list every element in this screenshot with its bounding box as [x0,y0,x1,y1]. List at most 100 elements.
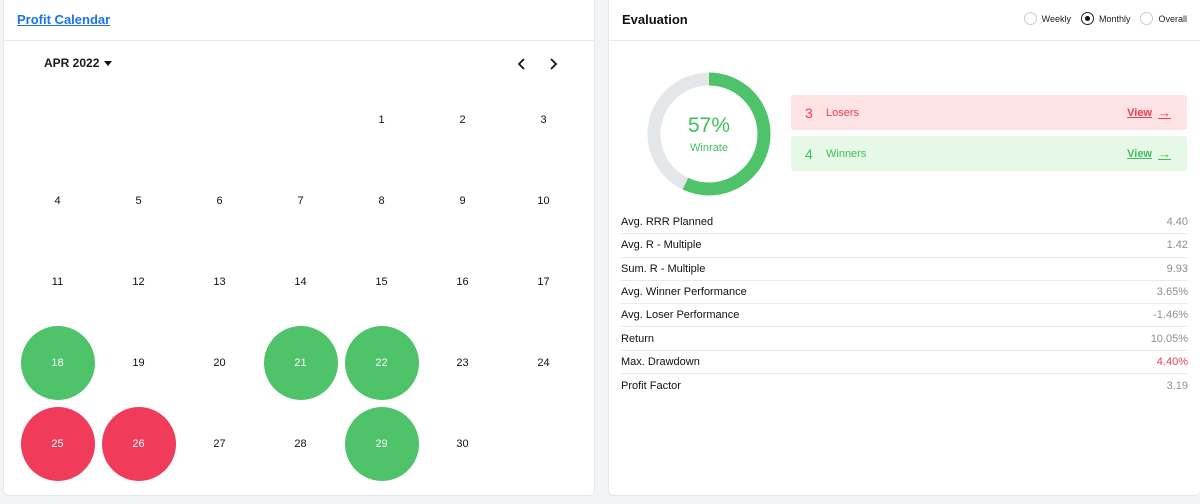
prev-month-button[interactable] [514,56,530,72]
day-number: 7 [297,194,304,207]
day-number: 21 [294,356,307,369]
calendar-day[interactable]: 22 [341,322,422,403]
period-radio-group: Weekly Monthly Overall [1023,12,1187,25]
calendar-day[interactable]: 8 [341,160,422,241]
calendar-day[interactable]: 16 [422,241,503,322]
day-number: 15 [375,275,388,288]
calendar-day[interactable]: 10 [503,160,584,241]
profit-day-marker: 18 [20,325,95,400]
calendar-day[interactable]: 9 [422,160,503,241]
period-overall-radio[interactable]: Overall [1140,12,1187,25]
metric-row: Max. Drawdown 4.40% [621,351,1188,375]
calendar-day[interactable]: 7 [260,160,341,241]
calendar-day[interactable]: 27 [179,403,260,484]
profit-day-marker: 21 [263,325,338,400]
metric-row: Profit Factor 3.19 [621,374,1188,397]
calendar-day[interactable]: 26 [98,403,179,484]
view-label: View [1127,147,1152,160]
calendar-day[interactable]: 28 [260,403,341,484]
day-number: 29 [375,437,388,450]
calendar-day[interactable]: 4 [17,160,98,241]
metrics-list: Avg. RRR Planned 4.40 Avg. R - Multiple 1.4… [621,211,1188,397]
calendar-day[interactable]: 20 [179,322,260,403]
winrate-center: 57% Winrate [645,70,773,198]
month-selector[interactable]: APR 2022 [44,56,113,70]
day-number: 2 [459,113,466,126]
calendar-day[interactable]: 13 [179,241,260,322]
losers-card: 3 Losers View → [791,95,1187,130]
calendar-day[interactable]: 1 [341,79,422,160]
calendar-day[interactable]: 5 [98,160,179,241]
calendar-day[interactable]: 17 [503,241,584,322]
day-number: 22 [375,356,388,369]
calendar-day[interactable]: 3 [503,79,584,160]
day-number: 17 [537,275,550,288]
next-month-button[interactable] [545,56,561,72]
day-number: 19 [132,356,145,369]
metric-value: 9.93 [1166,262,1188,275]
day-number: 27 [213,437,226,450]
metric-label: Max. Drawdown [621,355,700,368]
day-number: 16 [456,275,469,288]
calendar-day[interactable]: 12 [98,241,179,322]
day-number: 28 [294,437,307,450]
calendar-day[interactable]: 18 [17,322,98,403]
metric-label: Avg. R - Multiple [621,239,702,252]
winners-count: 4 [805,145,813,162]
period-monthly-radio[interactable]: Monthly [1080,12,1131,25]
day-number: 1 [378,113,385,126]
profit-day-marker: 29 [344,406,419,481]
calendar-day[interactable]: 6 [179,160,260,241]
metric-value: 1.42 [1166,239,1188,252]
loss-day-marker: 26 [101,406,176,481]
period-weekly-radio[interactable]: Weekly [1023,12,1071,25]
calendar-day[interactable]: 15 [341,241,422,322]
arrow-right-icon: → [1158,105,1171,120]
day-number: 26 [132,437,145,450]
day-number: 4 [54,194,61,207]
calendar-day[interactable]: 19 [98,322,179,403]
calendar-day[interactable]: 11 [17,241,98,322]
calendar-empty-cell [98,79,179,160]
day-number: 8 [378,194,385,207]
period-label: Overall [1158,13,1187,24]
profit-calendar-panel: Profit Calendar APR 2022 1 2 3 4 5 6 7 8 9 10 11 12… [3,0,595,496]
profit-calendar-link[interactable]: Profit Calendar [17,12,111,27]
metric-row: Avg. R - Multiple 1.42 [621,234,1188,258]
arrow-right-icon: → [1158,146,1171,161]
losers-view-link[interactable]: View → [1127,105,1171,120]
winrate-value: 57% [687,114,731,137]
day-number: 13 [213,275,226,288]
day-number: 9 [459,194,466,207]
radio-circle [1140,12,1154,25]
winners-card: 4 Winners View → [791,136,1187,171]
calendar-day[interactable]: 2 [422,79,503,160]
view-label: View [1127,106,1152,119]
period-label: Weekly [1041,13,1071,24]
calendar-day[interactable]: 29 [341,403,422,484]
day-number: 25 [51,437,64,450]
metric-label: Profit Factor [621,379,681,392]
calendar-day[interactable]: 30 [422,403,503,484]
calendar-empty-cell [17,79,98,160]
period-label: Monthly [1098,13,1131,24]
metric-row: Sum. R - Multiple 9.93 [621,258,1188,281]
profit-day-marker: 22 [344,325,419,400]
calendar-day[interactable]: 24 [503,322,584,403]
metric-label: Return [621,332,655,345]
calendar-day[interactable]: 14 [260,241,341,322]
calendar-day[interactable]: 21 [260,322,341,403]
calendar-day[interactable]: 25 [17,403,98,484]
calendar-day[interactable]: 23 [422,322,503,403]
donut-arc [647,72,771,196]
day-number: 24 [537,356,550,369]
month-label: APR 2022 [44,56,100,70]
calendar-grid: 1 2 3 4 5 6 7 8 9 10 11 12 13 14 15 16 17 18 19 20 21 22 23 24 2… [17,79,584,484]
chevron-right-icon [550,58,558,70]
metric-label: Avg. Loser Performance [621,309,740,322]
metric-row: Avg. Winner Performance 3.65% [621,281,1188,305]
day-number: 12 [132,275,145,288]
metric-row: Return 10.05% [621,327,1188,351]
winners-view-link[interactable]: View → [1127,146,1171,161]
caret-down-icon [104,60,113,66]
